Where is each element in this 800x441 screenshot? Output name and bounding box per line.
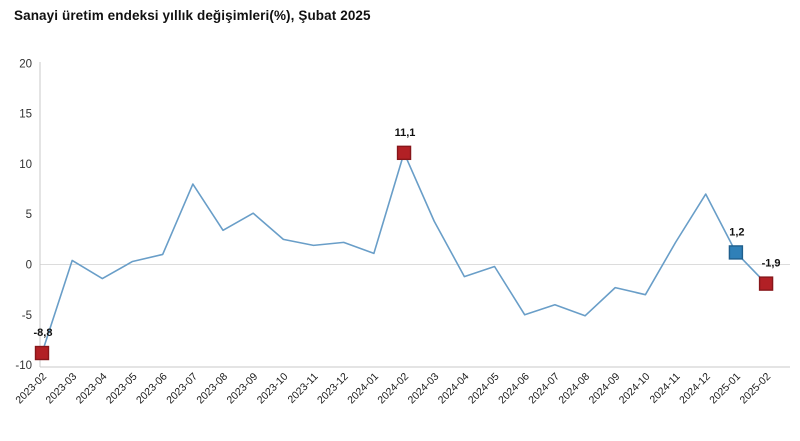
x-tick-label: 2024-05 <box>466 371 502 407</box>
y-tick-label: 15 <box>19 109 32 121</box>
value-label: -1,9 <box>762 258 781 270</box>
x-tick-label: 2024-03 <box>406 371 442 407</box>
value-label: 1,2 <box>729 226 744 238</box>
data-point-marker-2024-02 <box>396 145 412 161</box>
x-tick-label: 2024-06 <box>496 371 532 407</box>
data-point-marker-2025-02 <box>758 276 774 291</box>
y-tick-label: -10 <box>15 360 32 372</box>
data-point-marker-2025-01 <box>728 245 744 260</box>
x-tick-label: 2025-01 <box>707 371 743 407</box>
x-tick-label: 2023-05 <box>104 371 140 407</box>
y-tick-label: -5 <box>22 310 32 322</box>
y-tick-label: 0 <box>26 260 32 272</box>
value-label: -8,8 <box>34 327 53 339</box>
x-tick-label: 2024-12 <box>677 371 713 407</box>
x-tick-label: 2024-11 <box>648 371 683 406</box>
x-tick-label: 2024-04 <box>436 371 472 407</box>
y-tick-label: 5 <box>26 209 32 221</box>
y-tick-label: 20 <box>19 58 32 70</box>
y-tick-label: 10 <box>19 159 32 171</box>
x-tick-label: 2024-09 <box>587 371 623 407</box>
x-tick-label: 2023-02 <box>13 371 49 407</box>
x-tick-label: 2025-02 <box>737 371 773 407</box>
x-tick-label: 2023-06 <box>134 371 170 407</box>
x-tick-label: 2024-01 <box>345 371 381 407</box>
x-tick-label: 2023-08 <box>194 371 230 407</box>
data-point-marker-2023-02 <box>34 345 50 361</box>
x-tick-label: 2023-11 <box>285 371 320 406</box>
x-tick-label: 2024-02 <box>375 371 411 407</box>
x-tick-label: 2024-07 <box>526 371 562 407</box>
x-tick-label: 2023-03 <box>44 371 80 407</box>
x-tick-label: 2023-12 <box>315 371 351 407</box>
x-tick-label: 2024-08 <box>556 371 592 407</box>
x-tick-label: 2023-07 <box>164 371 200 407</box>
series-line <box>41 152 767 354</box>
x-tick-label: 2024-10 <box>617 371 653 407</box>
x-tick-label: 2023-09 <box>225 371 261 407</box>
x-tick-label: 2023-10 <box>255 371 291 407</box>
value-label: 11,1 <box>395 127 416 139</box>
chart-title: Sanayi üretim endeksi yıllık değişimleri… <box>14 8 371 23</box>
x-tick-label: 2023-04 <box>74 371 110 407</box>
